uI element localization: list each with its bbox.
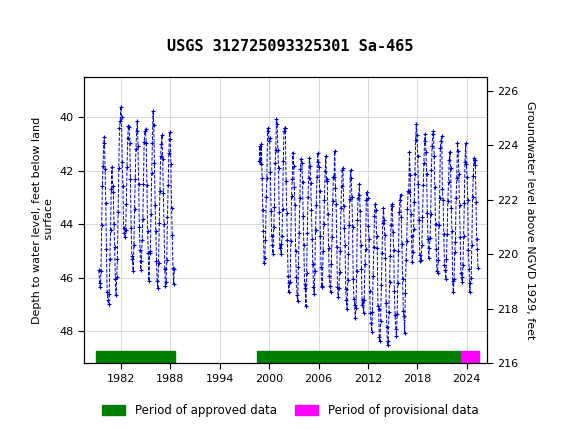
- Text: ƵUSGS: ƵUSGS: [3, 10, 71, 28]
- Bar: [7, 5, 48, 34]
- Y-axis label: Depth to water level, feet below land
 surface: Depth to water level, feet below land su…: [32, 117, 54, 324]
- Text: USGS 312725093325301 Sa-465: USGS 312725093325301 Sa-465: [167, 39, 413, 54]
- Legend: Period of approved data, Period of provisional data: Period of approved data, Period of provi…: [97, 399, 483, 422]
- Y-axis label: Groundwater level above NGVD 1929, feet: Groundwater level above NGVD 1929, feet: [524, 101, 535, 340]
